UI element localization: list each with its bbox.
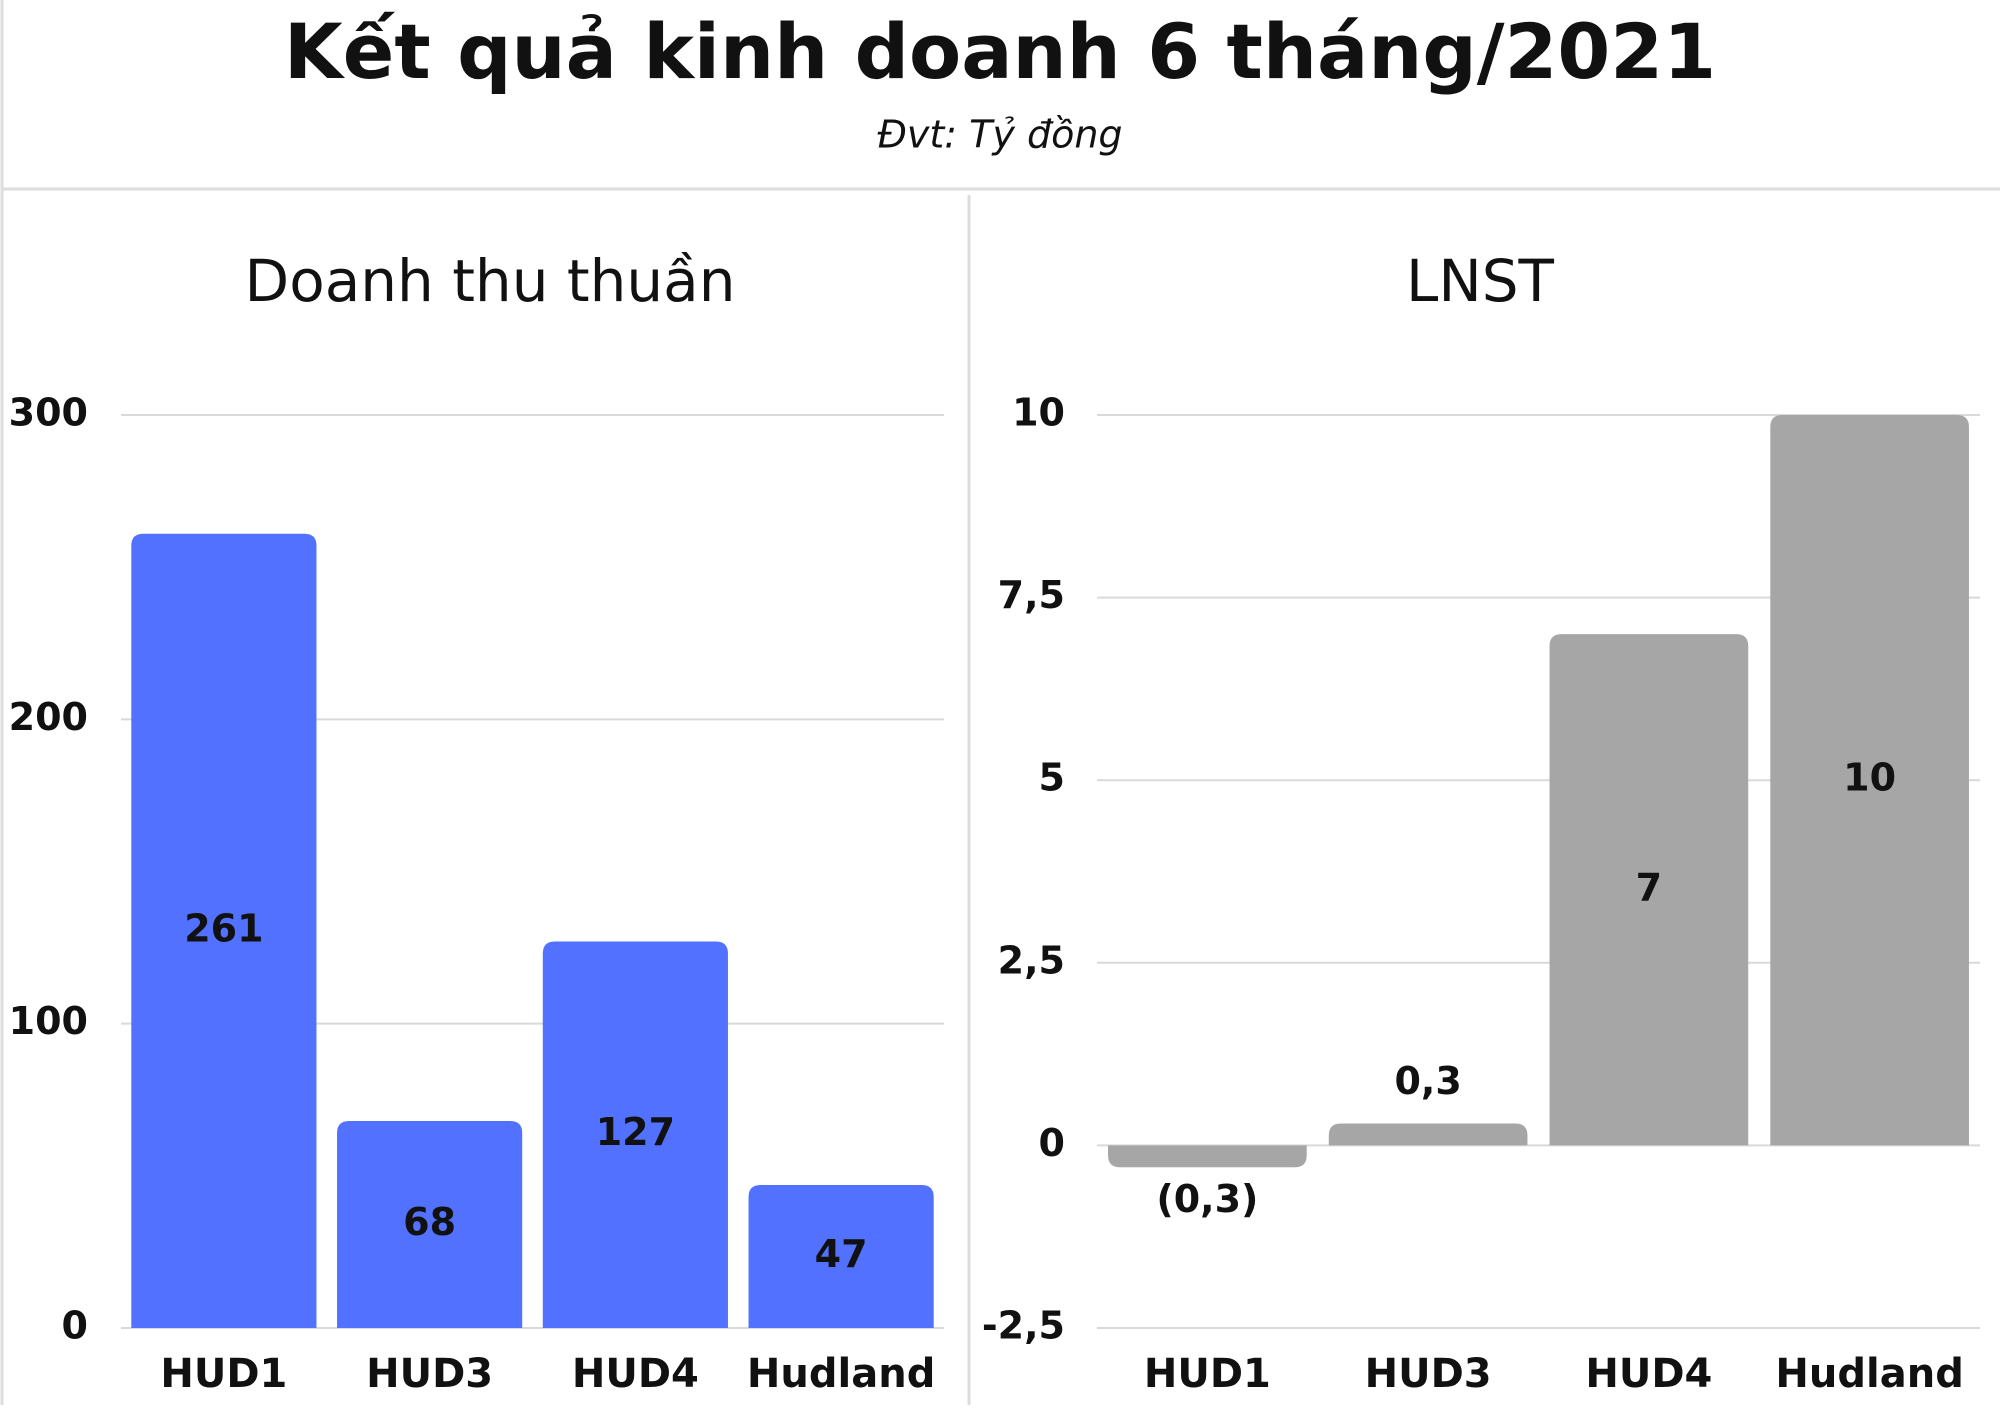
x-tick-label: Hudland xyxy=(747,1351,935,1397)
x-tick-label: HUD4 xyxy=(1585,1351,1712,1397)
x-tick-label: HUD3 xyxy=(1365,1351,1492,1397)
y-tick-label: 7,5 xyxy=(998,573,1065,617)
value-label: 10 xyxy=(1843,756,1896,800)
value-label: 68 xyxy=(403,1200,456,1244)
y-tick-label: 300 xyxy=(9,391,88,435)
panel-title: Doanh thu thuần xyxy=(245,247,736,315)
y-tick-label: 10 xyxy=(1012,391,1065,435)
bar xyxy=(748,1184,934,1328)
bar xyxy=(131,533,317,1328)
bar xyxy=(1770,415,1969,1146)
y-tick-label: 200 xyxy=(9,695,88,739)
page-subtitle: Đvt: Tỷ đồng xyxy=(877,113,1122,157)
bar xyxy=(1108,1145,1307,1168)
x-tick-label: HUD1 xyxy=(1144,1351,1271,1397)
value-label: 7 xyxy=(1636,865,1662,909)
bar xyxy=(337,1121,523,1328)
y-tick-label: 100 xyxy=(9,999,88,1043)
bar xyxy=(1549,634,1749,1146)
x-tick-label: Hudland xyxy=(1775,1351,1963,1397)
bar xyxy=(1328,1123,1528,1146)
value-label: (0,3) xyxy=(1156,1177,1258,1221)
value-label: 261 xyxy=(184,906,263,950)
value-label: 47 xyxy=(815,1232,868,1276)
y-tick-label: 2,5 xyxy=(998,938,1065,982)
value-label: 0,3 xyxy=(1394,1059,1461,1103)
y-tick-label: 0 xyxy=(1039,1121,1065,1165)
panel-title: LNST xyxy=(1406,247,1555,315)
value-label: 127 xyxy=(596,1110,675,1154)
x-tick-label: HUD4 xyxy=(572,1351,699,1397)
x-tick-label: HUD3 xyxy=(366,1351,493,1397)
y-tick-label: 0 xyxy=(62,1304,88,1348)
y-tick-label: -2,5 xyxy=(982,1304,1065,1348)
x-tick-label: HUD1 xyxy=(160,1351,287,1397)
page-title: Kết quả kinh doanh 6 tháng/2021 xyxy=(284,7,1716,96)
y-tick-label: 5 xyxy=(1039,756,1065,800)
bar xyxy=(542,941,728,1328)
